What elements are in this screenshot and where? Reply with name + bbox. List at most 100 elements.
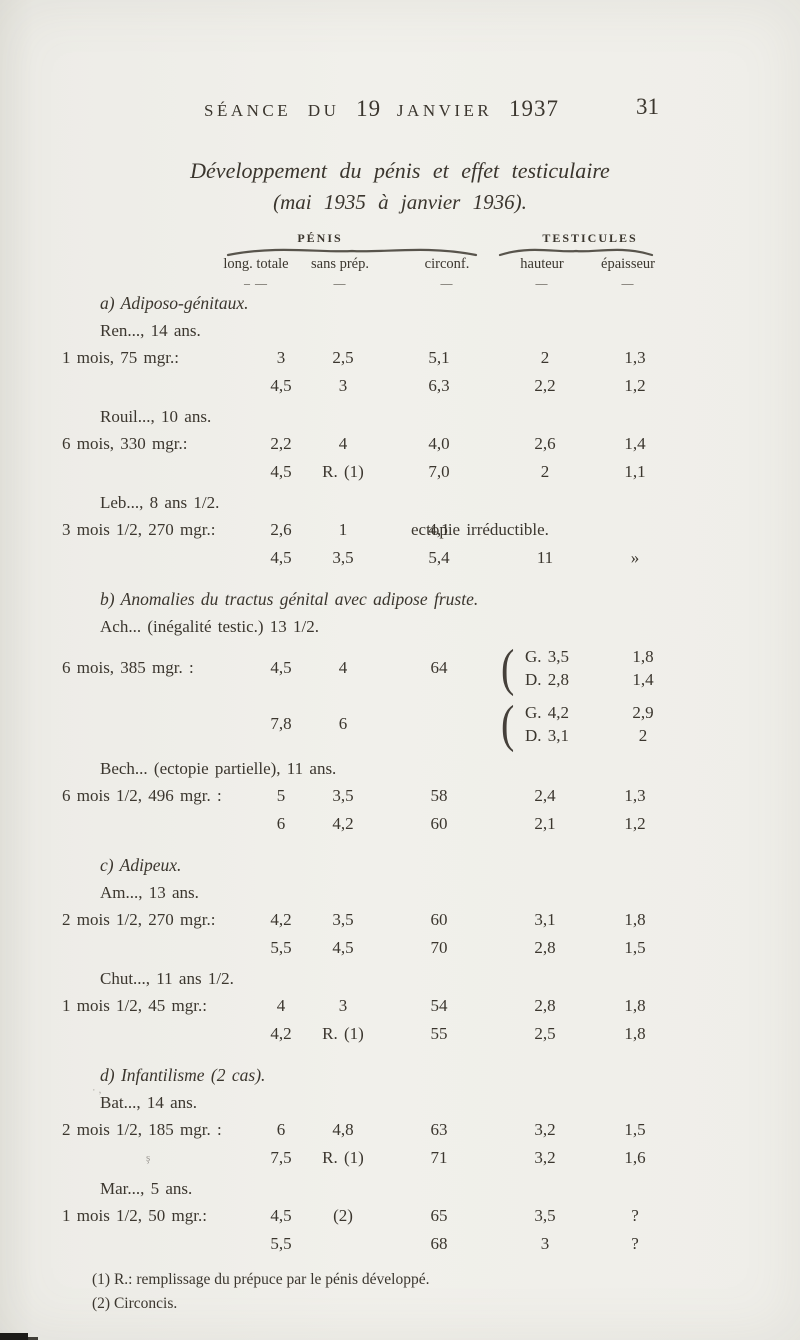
case: Ren..., 14 ans. 1 mois, 75 mgr.: 3 2,5 5,1 2 1… xyxy=(62,318,742,400)
value-cell: 4,5 xyxy=(270,658,292,677)
value-cell: 1,3 xyxy=(624,786,646,805)
value-cell: 1,4 xyxy=(624,434,646,453)
value-cell: 5,5 xyxy=(270,1234,292,1253)
table-row: 1 mois 1/2, 45 mgr.: 4 3 54 2,8 1,8 xyxy=(62,992,742,1020)
gd-value: 2,9 xyxy=(632,702,654,722)
gd-lines: G. 4,2 2,9 D. 3,1 2 xyxy=(513,703,681,746)
column-group-penis: PÉNIS xyxy=(297,231,343,245)
table-row: 3 mois 1/2, 270 mgr.: 2,6 1 4,1 ectopie irré… xyxy=(62,516,742,544)
value-cell: R. (1) xyxy=(322,1148,364,1167)
value-cell: 1,1 xyxy=(624,462,646,481)
value-cell: 2 xyxy=(540,462,550,481)
title-line-2: (mai 1935 à janvier 1936). xyxy=(273,190,527,214)
value-cell: ? xyxy=(631,1206,639,1225)
column-header: long. totale xyxy=(223,256,289,272)
value-cell: 2,1 xyxy=(534,814,556,833)
value-cell: 4,2 xyxy=(270,910,292,929)
case: Leb..., 8 ans 1/2. 3 mois 1/2, 270 mgr.: 2… xyxy=(62,490,742,572)
gd-value: 1,4 xyxy=(632,669,654,689)
gd-line: D. 3,1 2 xyxy=(513,726,681,746)
dose-label: 1 mois 1/2, 45 mgr.: xyxy=(62,996,207,1015)
gd-label: D. 3,1 xyxy=(525,725,570,745)
table-row: 5,5 68 3? xyxy=(62,1230,742,1258)
column-header: circonf. xyxy=(424,256,470,272)
table-row: 1 mois 1/2, 50 mgr.: 4,5 (2) 65 3,5? xyxy=(62,1202,742,1230)
value-cell: 60 xyxy=(430,814,448,833)
table-row: 6 mois, 330 mgr.: 2,2 4 4,0 2,6 1,4 xyxy=(62,430,742,458)
brace-icon: ( xyxy=(501,638,515,697)
section-b: b) Anomalies du tractus génital avec adi… xyxy=(62,584,742,838)
table-row: 6 mois, 385 mgr. : 4,5 4 64 (G. 3,5 1,8 D. 2,8… xyxy=(62,640,742,696)
dose-label: 2 mois 1/2, 185 mgr. : xyxy=(62,1120,222,1139)
gd-lines: G. 3,5 1,8 D. 2,8 1,4 xyxy=(513,647,681,690)
case-name: Am..., 13 ans. xyxy=(100,883,199,902)
section-c: c) Adipeux. Am..., 13 ans. 2 mois 1/2, 270… xyxy=(62,850,742,1048)
case-name: Rouil..., 10 ans. xyxy=(100,407,212,426)
value-cell: 3,5 xyxy=(534,1206,556,1225)
column-dash-marker: — xyxy=(535,276,549,290)
value-cell: 68 xyxy=(430,1234,448,1253)
print-artifact: ş xyxy=(146,1152,151,1164)
gd-label: G. 3,5 xyxy=(525,646,570,666)
value-cell: 3 xyxy=(338,376,348,395)
case-name: Ach... (inégalité testic.) 13 1/2. xyxy=(100,617,320,636)
section-a: a) Adiposo-génitaux. Ren..., 14 ans. 1 moi… xyxy=(62,288,742,572)
case: Bat..., 14 ans. 2 mois 1/2, 185 mgr. : 6 4,… xyxy=(62,1090,742,1172)
table-row: 1 mois, 75 mgr.: 3 2,5 5,1 2 1,3 xyxy=(62,344,742,372)
value-cell: 2,5 xyxy=(534,1024,556,1043)
column-dash-marker: — xyxy=(440,276,454,290)
dose-label: 1 mois, 75 mgr.: xyxy=(62,348,179,367)
value-cell: 6 xyxy=(276,1120,286,1139)
gd-line: G. 3,5 1,8 xyxy=(513,647,681,667)
value-cell: 3,5 xyxy=(332,786,354,805)
value-cell: 1 xyxy=(338,520,348,539)
value-cell: 1,3 xyxy=(624,348,646,367)
value-cell: 1,5 xyxy=(624,1120,646,1139)
column-header: sans prép. xyxy=(311,256,369,272)
value-cell: 4 xyxy=(276,996,286,1015)
case-name: Bat..., 14 ans. xyxy=(100,1093,198,1112)
value-cell: 2,2 xyxy=(534,376,556,395)
column-dash-marker: — xyxy=(621,276,635,290)
value-cell: 4,1 xyxy=(428,520,450,539)
value-cell: 6 xyxy=(276,814,286,833)
gd-value: 2 xyxy=(638,725,648,745)
value-cell: 4,2 xyxy=(332,814,354,833)
footnote-1: (1) R.: remplissage du prépuce par le pé… xyxy=(92,1271,430,1288)
session-title-part: 1937 xyxy=(509,96,560,121)
brace-icon: ( xyxy=(501,694,515,753)
value-cell: 3,5 xyxy=(332,910,354,929)
table-row: 6 mois 1/2, 496 mgr. : 5 3,5 58 2,4 1,3 xyxy=(62,782,742,810)
running-head: SÉANCE DU 19 JANVIER 1937 31 xyxy=(0,94,800,126)
value-cell: 2 xyxy=(540,348,550,367)
value-cell: 3 xyxy=(540,1234,550,1253)
table-row: 7,5 R. (1) 71 3,2 1,6 xyxy=(62,1144,742,1172)
value-cell: 3,1 xyxy=(534,910,556,929)
session-title-part: JANVIER xyxy=(396,101,510,120)
title-line-1: Développement du pénis et effet testicul… xyxy=(190,158,610,183)
value-cell: 1,8 xyxy=(624,996,646,1015)
table-row: 4,5 3 6,3 2,2 1,2 xyxy=(62,372,742,400)
value-cell: 3 xyxy=(338,996,348,1015)
value-cell: 2,5 xyxy=(332,348,354,367)
table-row: 2 mois 1/2, 185 mgr. : 6 4,8 63 3,2 1,5 xyxy=(62,1116,742,1144)
column-group-testicules: TESTICULES xyxy=(542,231,638,245)
value-cell: 3 xyxy=(276,348,286,367)
value-cell: 1,8 xyxy=(624,910,646,929)
value-cell: R. (1) xyxy=(322,1024,364,1043)
value-cell: 2,8 xyxy=(534,996,556,1015)
session-title: SÉANCE DU 19 JANVIER 1937 xyxy=(204,96,559,122)
ink-smudge: ·‚ xyxy=(91,1083,105,1097)
value-cell: 55 xyxy=(430,1024,448,1043)
page-number: 31 xyxy=(636,94,659,119)
value-cell: 63 xyxy=(430,1120,448,1139)
value-cell: 2,6 xyxy=(270,520,292,539)
value-cell: 2,2 xyxy=(270,434,292,453)
case: Ach... (inégalité testic.) 13 1/2. 6 mois… xyxy=(62,614,742,752)
value-cell: 7,8 xyxy=(270,714,292,733)
value-cell: (2) xyxy=(333,1206,353,1225)
footnotes: (1) R.: remplissage du prépuce par le pé… xyxy=(92,1268,429,1316)
section-heading: b) Anomalies du tractus génital avec adi… xyxy=(100,588,479,609)
dose-label: 6 mois, 330 mgr.: xyxy=(62,434,188,453)
session-title-part: 19 xyxy=(356,96,397,121)
